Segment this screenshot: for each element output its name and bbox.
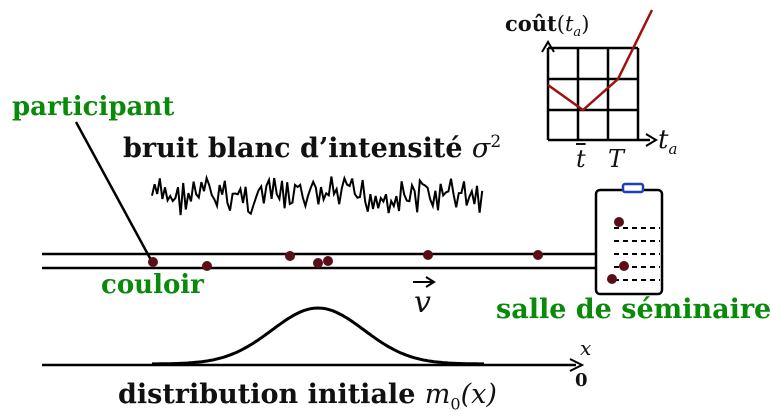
noise-sigma: σ xyxy=(471,133,491,164)
noise-label-text: bruit blanc d’intensité xyxy=(123,133,472,164)
participant-dot xyxy=(533,250,543,260)
cost-plot-grid xyxy=(546,46,650,142)
distribution-arg: (x) xyxy=(460,379,497,410)
velocity-label: v xyxy=(414,285,431,320)
cost-plot-xlabel: ta xyxy=(658,127,677,157)
cost-tick-T: T xyxy=(608,145,625,173)
cost-xlabel-var: t xyxy=(658,125,669,155)
distribution-axis-x-label: x xyxy=(580,336,592,360)
cost-title-sub: a xyxy=(573,25,582,41)
cost-title-word: coût xyxy=(505,11,557,36)
participant-dot xyxy=(323,256,333,266)
participant-dot xyxy=(148,257,158,267)
participant-dot xyxy=(313,258,323,268)
distribution-label-text: distribution initiale xyxy=(118,379,425,410)
cost-plot-y-arrowhead xyxy=(541,40,555,53)
distribution-m: m xyxy=(424,379,451,410)
cost-plot-x-arrowhead xyxy=(645,133,658,147)
participant-dot xyxy=(202,261,212,271)
velocity-arrowhead xyxy=(425,276,436,288)
noise-label: bruit blanc d’intensité σ2 xyxy=(123,132,502,164)
cost-title-close: ) xyxy=(581,12,590,36)
distribution-axis-origin: 0 xyxy=(575,370,588,391)
cost-xlabel-sub: a xyxy=(668,140,678,159)
corridor-label: couloir xyxy=(101,270,204,300)
whiteboard-icon xyxy=(594,182,664,296)
distribution-label: distribution initiale m0(x) xyxy=(118,381,497,412)
participant-dot xyxy=(423,250,433,260)
cost-curve xyxy=(547,9,654,112)
seminar-room-label: salle de séminaire xyxy=(496,294,771,325)
distribution-subscript: 0 xyxy=(450,394,461,414)
participant-dot xyxy=(285,251,295,261)
cost-tick-tbar: t xyxy=(576,145,586,173)
distribution-axis-arrowhead xyxy=(569,358,585,372)
participant-label: participant xyxy=(12,92,175,122)
noise-exponent: 2 xyxy=(490,132,502,152)
participant-pointer-line xyxy=(74,121,153,261)
initial-distribution-curve xyxy=(152,306,484,366)
cost-title-open: ( xyxy=(556,12,565,36)
white-noise-signal xyxy=(151,174,484,216)
cost-plot xyxy=(541,9,658,147)
cost-title-var: t xyxy=(564,12,574,36)
cost-plot-title: coût(ta) xyxy=(505,13,589,39)
